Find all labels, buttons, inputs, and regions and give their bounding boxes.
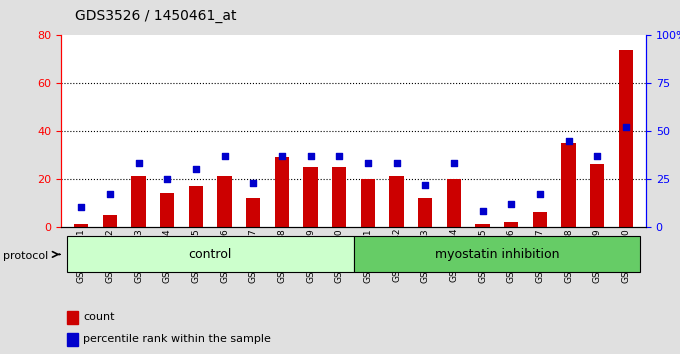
Text: control: control: [188, 248, 232, 261]
Bar: [303, 167, 318, 227]
Point: [534, 191, 545, 197]
Point: [162, 176, 173, 182]
Bar: [189, 186, 203, 227]
Point: [391, 161, 402, 166]
Bar: [246, 198, 260, 227]
Bar: [131, 176, 146, 227]
Bar: [504, 222, 518, 227]
Point: [506, 201, 517, 206]
Point: [248, 180, 258, 185]
Point: [362, 161, 373, 166]
Bar: [332, 167, 346, 227]
Bar: [590, 164, 605, 227]
Bar: [67, 333, 78, 346]
Point: [592, 153, 602, 159]
Bar: [74, 224, 88, 227]
Point: [420, 182, 430, 187]
Text: GDS3526 / 1450461_at: GDS3526 / 1450461_at: [75, 9, 237, 23]
Bar: [532, 212, 547, 227]
Point: [277, 153, 288, 159]
Point: [477, 209, 488, 214]
Bar: [562, 143, 576, 227]
Text: percentile rank within the sample: percentile rank within the sample: [84, 335, 271, 344]
Bar: [275, 157, 289, 227]
Point: [449, 161, 460, 166]
Point: [105, 191, 116, 197]
Text: myostatin inhibition: myostatin inhibition: [435, 248, 559, 261]
Text: count: count: [84, 312, 115, 322]
Bar: [67, 311, 78, 324]
Bar: [354, 236, 641, 272]
Point: [219, 153, 230, 159]
Point: [305, 153, 316, 159]
Bar: [361, 179, 375, 227]
Bar: [218, 176, 232, 227]
Point: [620, 124, 631, 130]
Point: [190, 166, 201, 172]
Bar: [418, 198, 432, 227]
Point: [76, 205, 87, 210]
Bar: [619, 50, 633, 227]
Point: [563, 138, 574, 143]
Bar: [160, 193, 175, 227]
Bar: [103, 215, 117, 227]
Bar: [67, 236, 354, 272]
Text: protocol: protocol: [3, 251, 49, 261]
Point: [133, 161, 144, 166]
Bar: [390, 176, 404, 227]
Bar: [475, 224, 490, 227]
Point: [334, 153, 345, 159]
Bar: [447, 179, 461, 227]
